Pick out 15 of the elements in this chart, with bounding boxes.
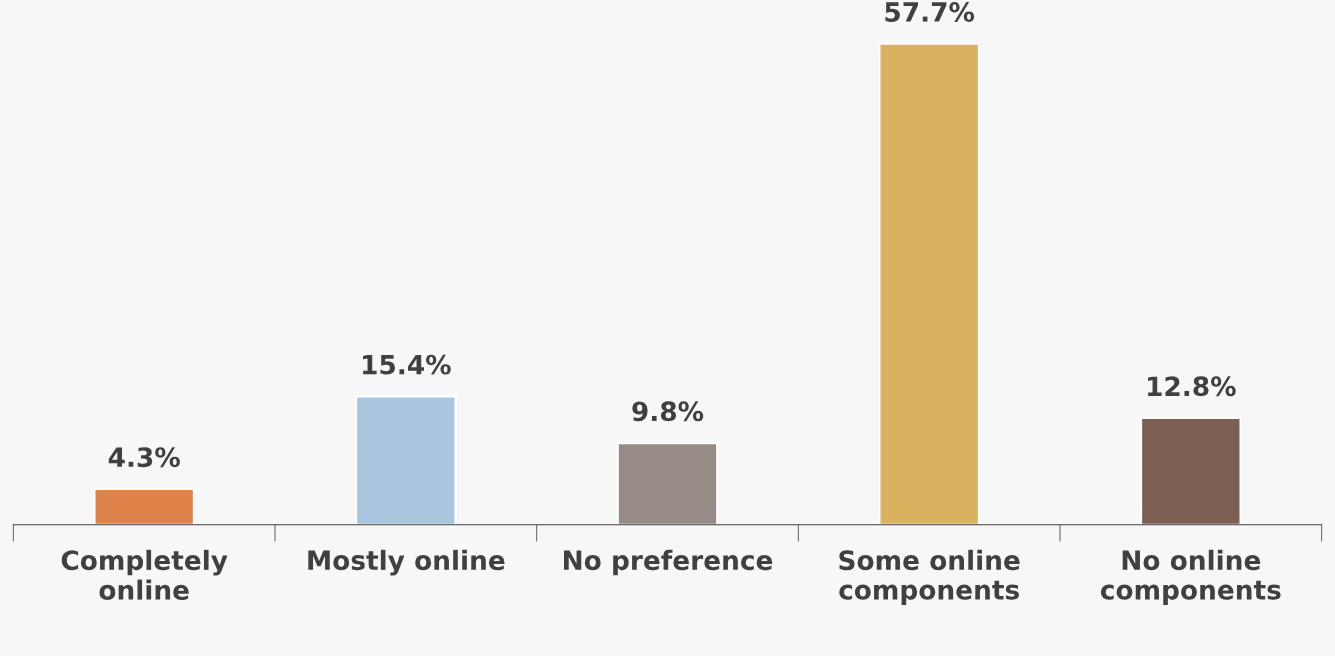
x-tick-label: Mostly online — [308, 549, 505, 576]
bar — [616, 442, 719, 525]
data-label: 4.3% — [108, 447, 180, 468]
bar — [355, 395, 457, 525]
data-label: 57.7% — [885, 1, 975, 22]
bar — [878, 42, 980, 525]
data-label: 12.8% — [1148, 376, 1236, 397]
x-tick-label: No online components — [1100, 549, 1281, 605]
bar — [93, 487, 195, 525]
x-tick-label: Completely online — [61, 549, 228, 600]
data-label: 15.4% — [363, 354, 451, 375]
x-tick-label: Some online components — [839, 549, 1020, 605]
x-tick-label: No preference — [564, 549, 773, 576]
bar — [1140, 417, 1242, 525]
data-label: 9.8% — [632, 401, 704, 422]
